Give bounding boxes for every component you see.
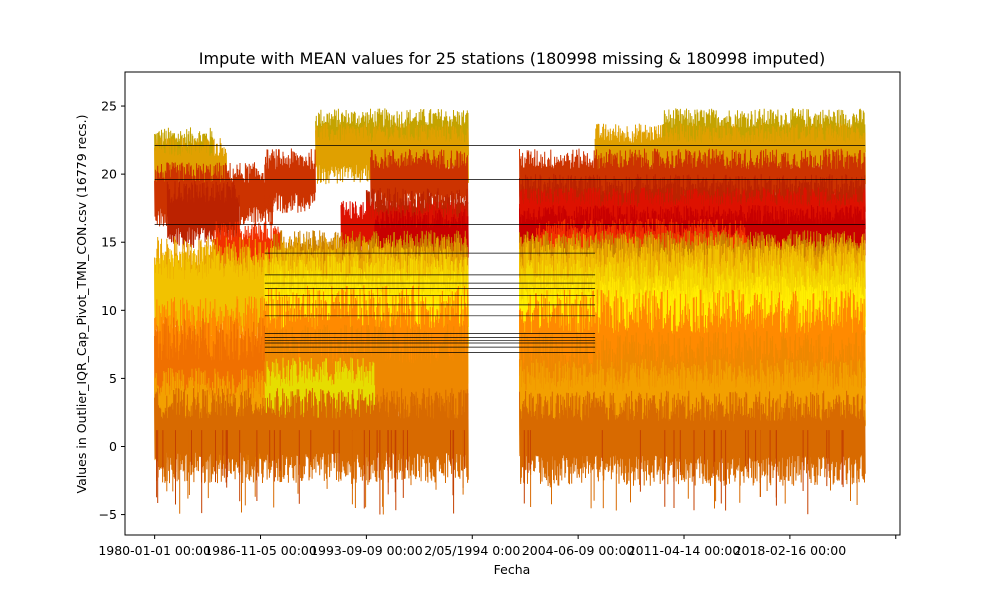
x-tick-label: 2018-02-16 00:00 — [734, 543, 847, 558]
series-3-line-2 — [264, 148, 316, 214]
gap-bridge-lines — [154, 145, 866, 353]
series-19-line-1 — [154, 387, 469, 484]
outlier-spikes — [156, 430, 858, 515]
y-tick-label: −5 — [99, 507, 117, 522]
series-19 — [154, 387, 866, 487]
series-3-line-3 — [370, 148, 469, 214]
x-tick-label: 1993-09-09 00:00 — [310, 543, 423, 558]
series-19-line-2 — [519, 390, 866, 487]
y-tick-label: 5 — [109, 371, 117, 386]
series-4-line-1 — [166, 180, 240, 250]
y-tick-label: 15 — [101, 235, 117, 250]
chart-marks — [154, 108, 866, 515]
y-tick-label: 0 — [109, 439, 117, 454]
x-tick-label: 1986-11-05 00:00 — [204, 543, 317, 558]
plot-frame — [124, 71, 901, 536]
x-axis-label: Fecha — [494, 562, 531, 577]
series-3-line-1 — [154, 162, 274, 227]
y-tick-label: 10 — [101, 303, 117, 318]
x-tick-label: 1980-01-01 00:00 — [98, 543, 211, 558]
y-tick-label: 25 — [101, 99, 117, 114]
x-tick-label: 2/05/1994 0:00 — [424, 543, 520, 558]
chart-title: Impute with MEAN values for 25 stations … — [199, 49, 825, 68]
y-tick-label: 20 — [101, 167, 117, 182]
x-tick-label: 2011-04-14 00:00 — [628, 543, 741, 558]
x-tick-label: 2004-06-09 00:00 — [522, 543, 635, 558]
series-2-line-2 — [315, 123, 469, 185]
y-axis-label: Values in Outlier_IQR_Cap_Pivot_TMN_CON.… — [74, 115, 89, 494]
y-axis-ticks: −5 0 5 10 15 20 25 — [99, 99, 125, 522]
